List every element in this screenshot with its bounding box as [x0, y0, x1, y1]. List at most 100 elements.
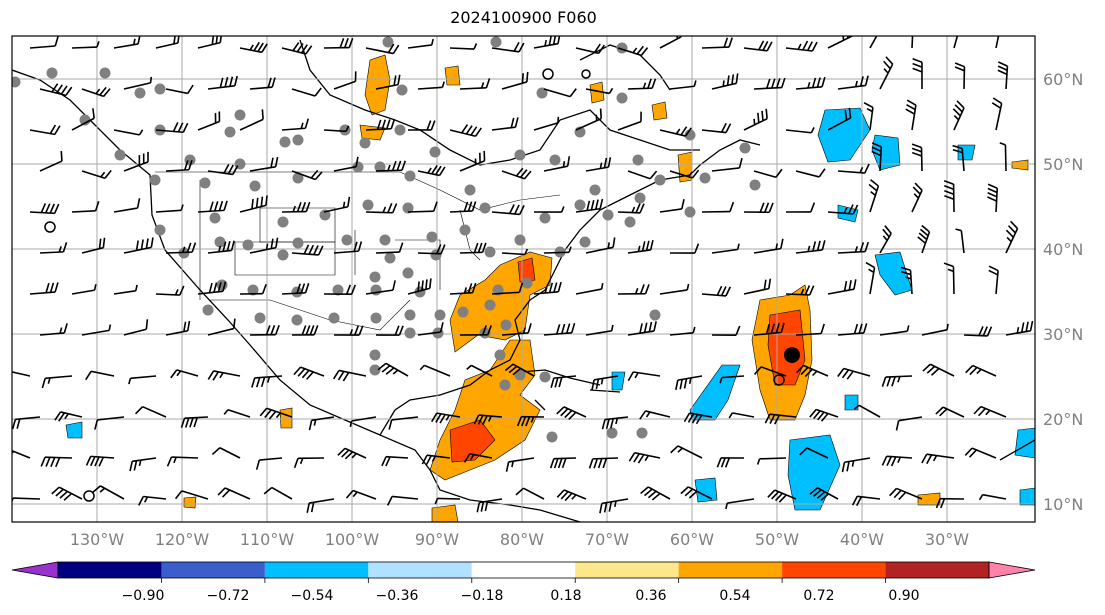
wind-barb — [841, 457, 871, 473]
wind-barb — [381, 455, 409, 467]
wind-barb — [827, 36, 853, 49]
wind-barb — [375, 242, 404, 254]
wind-barb — [827, 279, 857, 295]
wind-barb — [921, 323, 949, 336]
wind-barb — [308, 416, 335, 431]
wind-barb — [337, 447, 367, 460]
wind-barb — [952, 144, 965, 172]
wind-barb — [113, 36, 141, 49]
wind-barb — [207, 370, 241, 381]
wind-barb — [123, 319, 149, 336]
colorbar-label: 0.90 — [888, 588, 919, 604]
wind-barb — [129, 457, 157, 472]
wind-barb — [39, 83, 73, 97]
wind-barb — [333, 156, 359, 172]
colorbar-label: 0.54 — [719, 588, 750, 604]
wind-barb — [617, 284, 650, 295]
wind-barb — [501, 248, 529, 256]
wind-barb — [764, 413, 797, 425]
wind-barb — [476, 498, 503, 513]
wind-barb — [585, 87, 614, 95]
wind-barb — [417, 322, 444, 336]
wind-barb — [407, 278, 432, 295]
wind-barb — [954, 62, 966, 90]
colorbar — [11, 561, 1036, 583]
wind-barb — [753, 238, 784, 254]
colorbar-bin — [368, 562, 472, 578]
wind-barb — [249, 324, 280, 336]
wind-barb — [323, 125, 350, 133]
wind-barb — [617, 45, 649, 57]
lat-label-50n: 50°N — [1043, 155, 1083, 174]
wind-barb — [711, 158, 743, 172]
wind-barb — [85, 455, 115, 467]
wind-barb — [683, 412, 713, 425]
wind-barb — [174, 490, 209, 500]
wind-barb — [911, 182, 923, 213]
wind-barb — [953, 36, 959, 49]
wind-barb — [407, 120, 436, 131]
wind-barb — [449, 282, 477, 295]
wind-barb — [459, 242, 487, 254]
wind-barb — [197, 36, 222, 49]
wind-barb — [827, 107, 852, 131]
wind-barb — [29, 124, 61, 136]
wind-barb — [217, 487, 251, 500]
wind-barb — [491, 41, 525, 53]
wind-barb — [533, 281, 562, 295]
wind-barb — [922, 363, 955, 377]
wind-barb — [207, 240, 235, 254]
wind-barb — [431, 412, 461, 424]
wind-barb — [417, 244, 446, 255]
wind-barb — [155, 285, 185, 296]
wind-barb — [575, 282, 604, 295]
wind-barb — [837, 367, 871, 380]
wind-barb — [207, 164, 239, 176]
wind-barb — [365, 118, 396, 131]
wind-barb — [123, 151, 149, 172]
wind-barb — [365, 280, 396, 295]
wind-barb — [871, 142, 883, 172]
positive-anomaly-regions — [183, 54, 1029, 522]
colorbar-label: −0.72 — [207, 588, 250, 604]
wind-barb — [728, 412, 755, 419]
lon-label-40w: 40°W — [840, 530, 884, 549]
wind-barb — [881, 375, 913, 387]
wind-barb — [29, 36, 59, 49]
wind-barb — [639, 410, 671, 420]
wind-barb — [575, 108, 603, 131]
map-title: 2024100900 F060 — [450, 8, 597, 27]
colorbar-frame — [57, 561, 990, 579]
wind-barb — [851, 495, 881, 507]
wind-barb — [853, 404, 881, 418]
wind-barb — [388, 416, 419, 430]
wind-barb — [1005, 320, 1034, 336]
wind-barb — [627, 170, 658, 180]
wind-barb — [501, 71, 529, 90]
wind-barb — [473, 414, 503, 426]
colorbar-bin — [471, 562, 576, 578]
wind-barb — [785, 285, 815, 296]
wind-barb — [39, 151, 63, 172]
wind-barb — [991, 97, 1003, 131]
wind-barb — [550, 375, 577, 388]
wind-barb — [71, 201, 100, 213]
colorbar-label: 0.36 — [635, 588, 666, 604]
wind-barb — [585, 157, 612, 172]
wind-barb — [306, 498, 335, 513]
colorbar-label: −0.54 — [291, 588, 334, 604]
lon-label-30w: 30°W — [925, 530, 969, 549]
wind-barb — [701, 37, 733, 49]
wind-barb — [795, 240, 826, 254]
wind-barb — [71, 41, 100, 49]
lat-label-10n: 10°N — [1043, 495, 1083, 514]
wind-barb — [869, 36, 878, 49]
wind-barb — [407, 38, 434, 49]
wind-barb — [197, 111, 221, 131]
wind-barb — [556, 406, 587, 420]
wind-barb — [795, 323, 825, 336]
wind-barb — [799, 447, 829, 459]
wind-barb — [669, 326, 696, 336]
wind-barb — [491, 117, 519, 131]
wind-barb — [912, 58, 923, 90]
